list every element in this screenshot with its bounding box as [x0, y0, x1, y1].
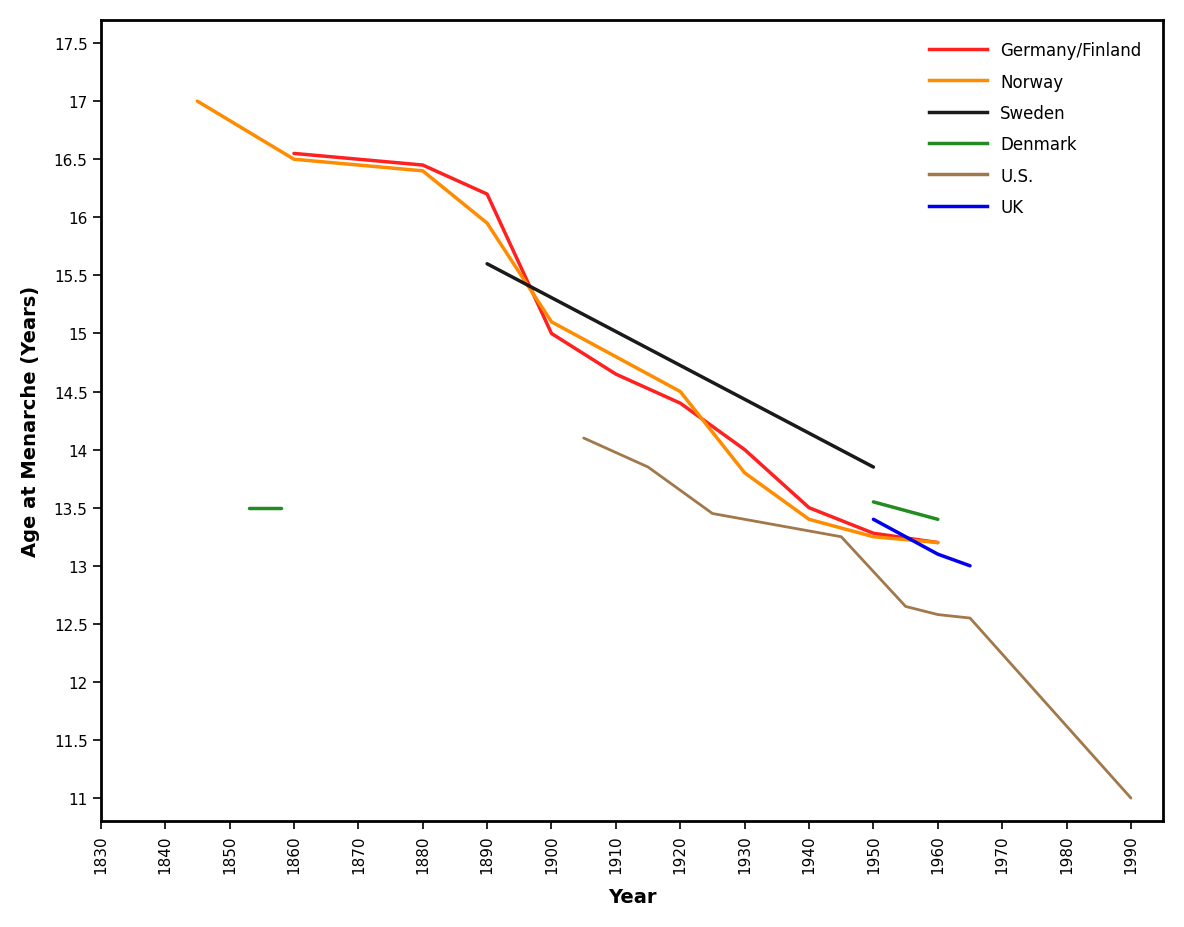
X-axis label: Year: Year: [607, 887, 656, 907]
Y-axis label: Age at Menarche (Years): Age at Menarche (Years): [21, 286, 40, 556]
Legend: Germany/Finland, Norway, Sweden, Denmark, U.S., UK: Germany/Finland, Norway, Sweden, Denmark…: [915, 29, 1154, 230]
